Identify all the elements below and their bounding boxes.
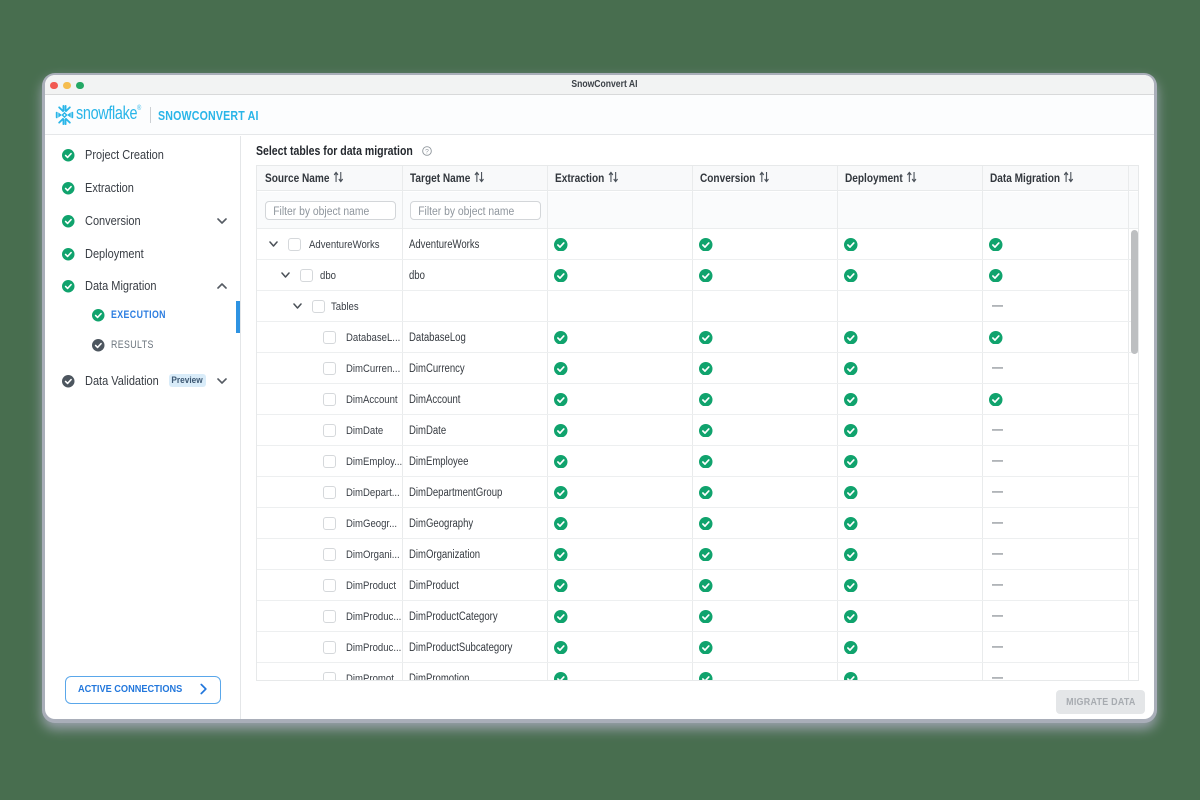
svg-text:?: ? xyxy=(425,148,429,155)
